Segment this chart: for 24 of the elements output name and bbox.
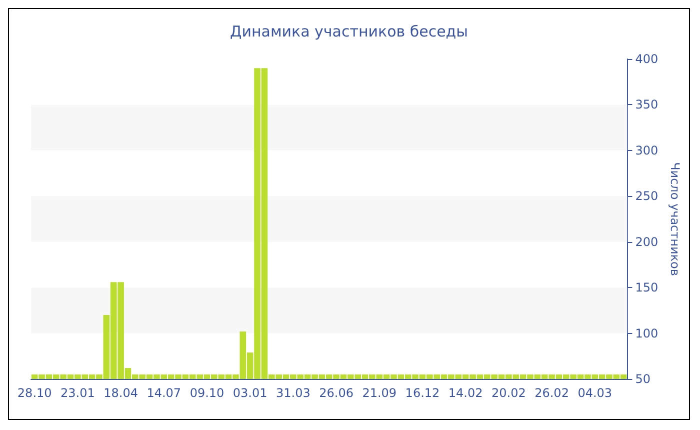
x-tick-label: 16.12 — [405, 386, 440, 400]
x-tick-label: 28.10 — [17, 386, 52, 400]
y-tick-label: 300 — [635, 143, 658, 158]
x-tick-label: 04.03 — [578, 386, 612, 400]
x-tick-label: 26.02 — [534, 386, 569, 400]
x-tick-label: 31.03 — [276, 386, 310, 400]
x-tick-label: 14.02 — [448, 386, 483, 400]
y-tick-label: 350 — [635, 98, 658, 112]
x-tick-label: 23.01 — [60, 386, 95, 400]
x-tick-label: 26.06 — [319, 386, 354, 400]
x-tick-label: 20.02 — [491, 386, 526, 400]
y-tick-label: 150 — [635, 280, 658, 295]
y-tick-label: 50 — [635, 372, 650, 386]
y-tick-label: 200 — [635, 234, 658, 249]
x-tick-label: 21.09 — [362, 386, 397, 400]
y-axis-title: Число участников — [668, 162, 682, 276]
chart-title: Динамика участников беседы — [230, 22, 468, 40]
y-tick-label: 100 — [635, 326, 658, 340]
x-tick-label: 09.10 — [190, 386, 224, 400]
x-tick-label: 14.07 — [146, 386, 182, 400]
y-tick-label: 400 — [635, 52, 658, 66]
y-tick-label: 250 — [635, 189, 658, 204]
x-tick-label: 18.04 — [104, 386, 138, 400]
x-tick-label: 03.01 — [232, 386, 268, 400]
